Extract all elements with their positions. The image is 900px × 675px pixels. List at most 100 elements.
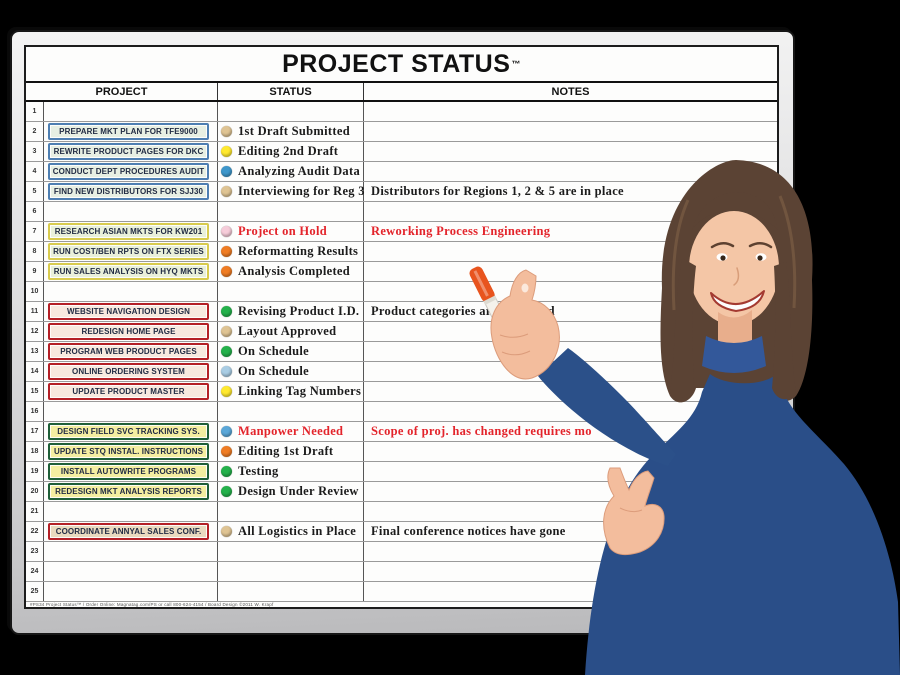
person-hair-highlights xyxy=(671,195,797,311)
status-dot xyxy=(221,486,232,497)
person-raised-arm xyxy=(538,348,676,466)
status-cell xyxy=(218,562,364,581)
status-cell: Editing 2nd Draft xyxy=(218,142,364,161)
status-dot xyxy=(221,366,232,377)
project-magnet-label: INSTALL AUTOWRITE PROGRAMS xyxy=(48,463,209,480)
status-text: Design Under Review xyxy=(238,484,359,498)
table-row: 9 RUN SALES ANALYSIS ON HYQ MKTS Analysi… xyxy=(26,262,777,282)
project-cell: REWRITE PRODUCT PAGES FOR DKC xyxy=(44,142,218,161)
row-number: 20 xyxy=(26,482,44,501)
trademark-symbol: ™ xyxy=(511,59,521,69)
status-dot xyxy=(221,186,232,197)
status-text: 1st Draft Submitted xyxy=(238,124,350,138)
status-cell xyxy=(218,282,364,301)
row-number: 21 xyxy=(26,502,44,521)
row-number: 7 xyxy=(26,222,44,241)
project-cell: DESIGN FIELD SVC TRACKING SYS. xyxy=(44,422,218,441)
table-row: 5 FIND NEW DISTRIBUTORS FOR SJJ30 Interv… xyxy=(26,182,777,202)
project-cell xyxy=(44,502,218,521)
status-dot xyxy=(221,326,232,337)
person-left-hand xyxy=(603,467,665,556)
project-magnet-label: REWRITE PRODUCT PAGES FOR DKC xyxy=(48,143,209,160)
status-dot xyxy=(221,226,232,237)
project-cell: REDESIGN HOME PAGE xyxy=(44,322,218,341)
status-text: Editing 2nd Draft xyxy=(238,144,339,158)
status-dot xyxy=(221,266,232,277)
project-cell: UPDATE PRODUCT MASTER xyxy=(44,382,218,401)
row-number: 8 xyxy=(26,242,44,261)
status-dot xyxy=(221,466,232,477)
table-row: 21 xyxy=(26,502,777,522)
project-cell: PREPARE MKT PLAN FOR TFE9000 xyxy=(44,122,218,141)
status-cell xyxy=(218,542,364,561)
board-fineprint: #PS34 Project Status™ / Order Online: Ma… xyxy=(30,602,274,607)
project-cell: UPDATE STQ INSTAL. INSTRUCTIONS xyxy=(44,442,218,461)
table-row: 13 PROGRAM WEB PRODUCT PAGES On Schedule xyxy=(26,342,777,362)
row-number: 23 xyxy=(26,542,44,561)
notes-cell: Distributors for Regions 1, 2 & 5 are in… xyxy=(364,182,777,201)
table-row: 6 xyxy=(26,202,777,222)
row-number: 6 xyxy=(26,202,44,221)
status-dot xyxy=(221,126,232,137)
notes-text: Distributors for Regions 1, 2 & 5 are in… xyxy=(371,184,624,198)
status-cell: Reformatting Results xyxy=(218,242,364,261)
status-cell: All Logistics in Place xyxy=(218,522,364,541)
project-cell xyxy=(44,542,218,561)
row-number: 24 xyxy=(26,562,44,581)
project-cell: FIND NEW DISTRIBUTORS FOR SJJ30 xyxy=(44,182,218,201)
status-dot xyxy=(221,386,232,397)
board-title-text: PROJECT STATUS xyxy=(282,49,511,78)
status-cell: Testing xyxy=(218,462,364,481)
status-cell: Revising Product I.D. xyxy=(218,302,364,321)
row-number: 11 xyxy=(26,302,44,321)
status-cell: Editing 1st Draft xyxy=(218,442,364,461)
status-text: On Schedule xyxy=(238,344,310,358)
project-magnet-label: RUN COST/BEN RPTS ON FTX SERIES xyxy=(48,243,209,260)
status-dot xyxy=(221,166,232,177)
project-cell: REDESIGN MKT ANALYSIS REPORTS xyxy=(44,482,218,501)
table-row: 4 CONDUCT DEPT PROCEDURES AUDIT Analyzin… xyxy=(26,162,777,182)
status-cell: Analyzing Audit Data xyxy=(218,162,364,181)
project-status-board: PROJECT STATUS ™ PROJECT STATUS NOTES 1 2… xyxy=(24,45,779,609)
notes-text: Reworking Process Engineering xyxy=(371,224,551,238)
table-row: 17 DESIGN FIELD SVC TRACKING SYS. Manpow… xyxy=(26,422,777,442)
project-magnet-label: PREPARE MKT PLAN FOR TFE9000 xyxy=(48,123,209,140)
board-title: PROJECT STATUS ™ xyxy=(26,47,777,83)
table-row: 1 xyxy=(26,102,777,122)
status-text: Revising Product I.D. xyxy=(238,304,360,318)
row-number: 2 xyxy=(26,122,44,141)
notes-cell: Final conference notices have gone xyxy=(364,522,777,541)
table-row: 14 ONLINE ORDERING SYSTEM On Schedule xyxy=(26,362,777,382)
status-dot xyxy=(221,346,232,357)
status-cell xyxy=(218,102,364,121)
project-magnet-label: PROGRAM WEB PRODUCT PAGES xyxy=(48,343,209,360)
person-right-hand xyxy=(490,269,560,380)
status-cell: Layout Approved xyxy=(218,322,364,341)
row-number: 19 xyxy=(26,462,44,481)
column-header-notes: NOTES xyxy=(551,85,590,98)
person-face xyxy=(689,211,784,325)
project-magnet-label: WEBSITE NAVIGATION DESIGN xyxy=(48,303,209,320)
status-cell xyxy=(218,502,364,521)
row-number: 17 xyxy=(26,422,44,441)
status-text: Project on Hold xyxy=(238,224,327,238)
table-row: 23 xyxy=(26,542,777,562)
project-magnet-label: COORDINATE ANNYAL SALES CONF. xyxy=(48,523,209,540)
table-row: 7 RESEARCH ASIAN MKTS FOR KW201 Project … xyxy=(26,222,777,242)
status-dot xyxy=(221,526,232,537)
project-magnet-label: CONDUCT DEPT PROCEDURES AUDIT xyxy=(48,163,209,180)
status-cell: On Schedule xyxy=(218,362,364,381)
row-number: 13 xyxy=(26,342,44,361)
table-row: 18 UPDATE STQ INSTAL. INSTRUCTIONS Editi… xyxy=(26,442,777,462)
project-magnet-label: ONLINE ORDERING SYSTEM xyxy=(48,363,209,380)
column-headers: PROJECT STATUS NOTES xyxy=(26,83,777,102)
status-text: Analyzing Audit Data xyxy=(238,164,360,178)
row-number: 15 xyxy=(26,382,44,401)
status-cell xyxy=(218,402,364,421)
status-cell: Interviewing for Reg 3 xyxy=(218,182,365,201)
project-cell: RESEARCH ASIAN MKTS FOR KW201 xyxy=(44,222,218,241)
status-text: On Schedule xyxy=(238,364,310,378)
table-row: 25 xyxy=(26,582,777,602)
project-magnet-label: REDESIGN HOME PAGE xyxy=(48,323,209,340)
